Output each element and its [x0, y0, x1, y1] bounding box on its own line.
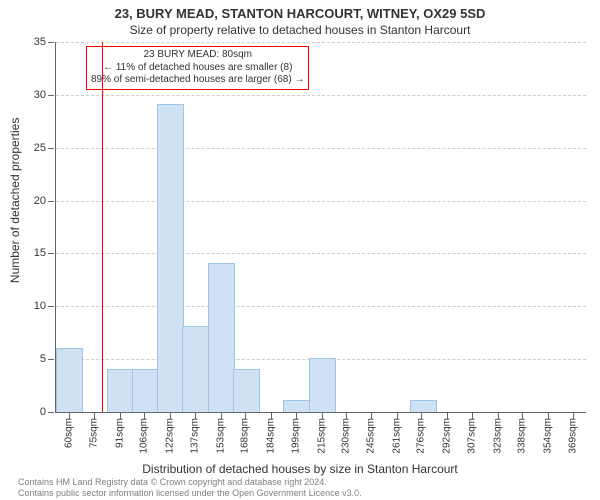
x-tick-label: 245sqm [365, 418, 376, 454]
grid-line [56, 148, 586, 149]
x-tick-label: 338sqm [517, 418, 528, 454]
x-tick-label: 307sqm [466, 418, 477, 454]
histogram-bar [182, 326, 209, 412]
x-tick-label: 276sqm [416, 418, 427, 454]
y-tick [48, 306, 54, 307]
histogram-bar [208, 263, 235, 412]
x-tick-label: 215sqm [316, 418, 327, 454]
x-tick-label: 184sqm [266, 418, 277, 454]
x-tick-label: 153sqm [215, 418, 226, 454]
x-tick-label: 60sqm [64, 418, 75, 448]
x-tick-label: 323sqm [492, 418, 503, 454]
x-tick-label: 137sqm [189, 418, 200, 454]
y-tick-label: 35 [34, 36, 46, 48]
y-tick [48, 412, 54, 413]
histogram-bar [309, 358, 336, 412]
grid-line [56, 306, 586, 307]
y-tick [48, 253, 54, 254]
y-tick-label: 25 [34, 142, 46, 154]
x-tick-label: 122sqm [165, 418, 176, 454]
property-size-histogram: 23, BURY MEAD, STANTON HARCOURT, WITNEY,… [0, 0, 600, 500]
x-tick-label: 369sqm [567, 418, 578, 454]
chart-title: 23, BURY MEAD, STANTON HARCOURT, WITNEY,… [0, 0, 600, 21]
attribution-line: Contains public sector information licen… [18, 488, 362, 498]
histogram-bar [410, 400, 437, 412]
x-tick-label: 199sqm [290, 418, 301, 454]
attribution: Contains HM Land Registry data © Crown c… [18, 477, 362, 498]
y-axis-title: Number of detached properties [8, 118, 22, 283]
x-tick-label: 106sqm [139, 418, 150, 454]
chart-subtitle: Size of property relative to detached ho… [0, 21, 600, 37]
y-tick-label: 15 [34, 247, 46, 259]
y-tick-label: 20 [34, 195, 46, 207]
x-tick-label: 75sqm [88, 418, 99, 448]
y-tick-label: 10 [34, 300, 46, 312]
y-tick [48, 359, 54, 360]
x-tick-label: 354sqm [543, 418, 554, 454]
histogram-bar [283, 400, 310, 412]
y-tick-label: 0 [40, 406, 46, 418]
x-tick-label: 230sqm [341, 418, 352, 454]
grid-line [56, 42, 586, 43]
property-marker-line [102, 42, 103, 412]
histogram-bar [107, 369, 134, 412]
histogram-bar [157, 104, 184, 412]
x-tick-label: 168sqm [240, 418, 251, 454]
grid-line [56, 95, 586, 96]
y-tick [48, 95, 54, 96]
grid-line [56, 253, 586, 254]
plot-area: 23 BURY MEAD: 80sqm ← 11% of detached ho… [55, 42, 586, 413]
histogram-bar [132, 369, 159, 412]
grid-line [56, 201, 586, 202]
attribution-line: Contains HM Land Registry data © Crown c… [18, 477, 362, 487]
y-tick [48, 148, 54, 149]
annotation-line: 23 BURY MEAD: 80sqm [91, 49, 304, 62]
histogram-bar [233, 369, 260, 412]
annotation-line: 89% of semi-detached houses are larger (… [91, 74, 304, 87]
y-tick [48, 42, 54, 43]
x-tick-label: 261sqm [391, 418, 402, 454]
y-tick-label: 5 [40, 353, 46, 365]
x-axis-title: Distribution of detached houses by size … [0, 462, 600, 476]
annotation-box: 23 BURY MEAD: 80sqm ← 11% of detached ho… [86, 46, 309, 90]
y-tick [48, 201, 54, 202]
histogram-bar [56, 348, 83, 412]
x-tick-label: 91sqm [114, 418, 125, 448]
x-tick-label: 292sqm [442, 418, 453, 454]
y-tick-label: 30 [34, 89, 46, 101]
annotation-line: ← 11% of detached houses are smaller (8) [91, 62, 304, 75]
